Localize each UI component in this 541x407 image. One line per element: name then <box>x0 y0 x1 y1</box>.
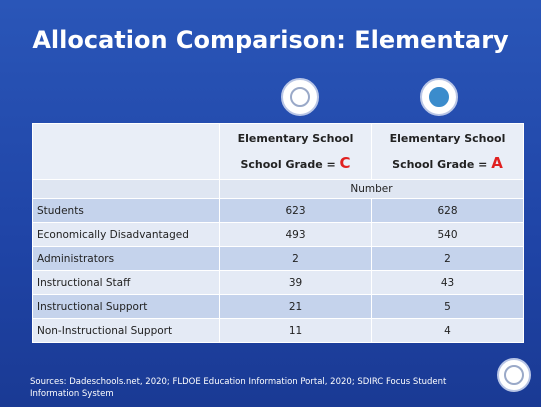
value-cell: 11 <box>219 318 372 343</box>
row-label: Instructional Staff <box>32 270 220 295</box>
value-cell: 21 <box>219 294 372 319</box>
value-cell: 2 <box>219 246 372 271</box>
header-cell <box>32 123 220 180</box>
data-row: Non-Instructional Support 11 4 <box>32 318 524 343</box>
grade-letter: A <box>491 153 503 172</box>
value-cell: 540 <box>371 222 524 247</box>
data-row: Instructional Support 21 5 <box>32 294 524 319</box>
subheader-row: Number <box>32 179 524 199</box>
value-cell: 2 <box>371 246 524 271</box>
header-cell: Elementary School School Grade = C <box>219 123 372 180</box>
sources-note: Sources: Dadeschools.net, 2020; FLDOE Ed… <box>30 377 447 399</box>
row-label: Instructional Support <box>32 294 220 319</box>
row-label: Non-Instructional Support <box>32 318 220 343</box>
school-logo <box>281 78 319 116</box>
row-label: Students <box>32 198 220 223</box>
grade-label: School Grade = <box>240 157 340 171</box>
value-cell: 5 <box>371 294 524 319</box>
data-row: Administrators 2 2 <box>32 246 524 271</box>
data-row: Instructional Staff 39 43 <box>32 270 524 295</box>
data-row: Economically Disadvantaged 493 540 <box>32 222 524 247</box>
header-line: Elementary School <box>237 131 354 145</box>
value-cell: 628 <box>371 198 524 223</box>
value-cell: 493 <box>219 222 372 247</box>
slide-title: Allocation Comparison: Elementary <box>32 26 509 54</box>
school-logo <box>420 78 458 116</box>
school-logo <box>497 358 531 392</box>
row-label: Economically Disadvantaged <box>32 222 220 247</box>
subheader-cell <box>32 179 220 199</box>
header-line: School Grade = C <box>224 151 367 177</box>
data-row: Students 623 628 <box>32 198 524 223</box>
grade-label: School Grade = <box>392 157 492 171</box>
grade-letter: C <box>339 153 351 172</box>
value-cell: 43 <box>371 270 524 295</box>
value-cell: 39 <box>219 270 372 295</box>
header-cell: Elementary School School Grade = A <box>371 123 524 180</box>
value-cell: 623 <box>219 198 372 223</box>
header-line: School Grade = A <box>376 151 519 177</box>
subheader-cell: Number <box>219 179 524 199</box>
value-cell: 4 <box>371 318 524 343</box>
header-line: Elementary School <box>389 131 506 145</box>
comparison-table: Elementary School School Grade = C Element… <box>32 123 524 343</box>
row-label: Administrators <box>32 246 220 271</box>
header-row: Elementary School School Grade = C Element… <box>32 123 524 180</box>
